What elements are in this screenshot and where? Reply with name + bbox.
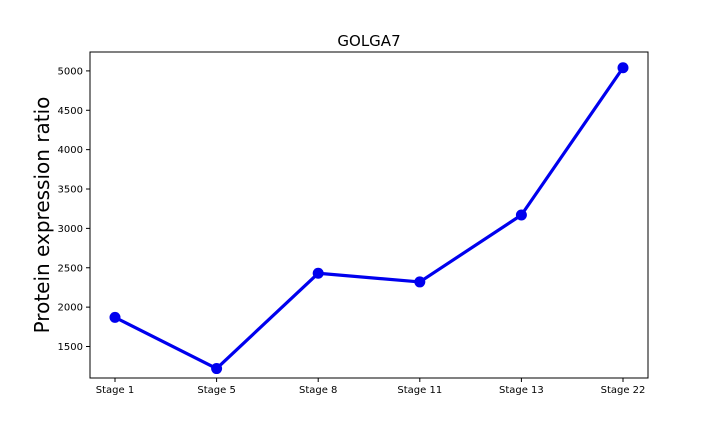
y-tick-label: 4500 bbox=[58, 106, 83, 117]
data-point bbox=[414, 276, 426, 288]
x-tick-label: Stage 22 bbox=[601, 385, 646, 396]
data-point bbox=[109, 311, 121, 323]
y-tick-label: 2500 bbox=[58, 263, 83, 274]
y-tick-label: 1500 bbox=[58, 342, 83, 353]
data-point bbox=[312, 267, 324, 279]
series-layer bbox=[109, 62, 629, 375]
y-tick-label: 3000 bbox=[58, 224, 83, 235]
x-tick-label: Stage 1 bbox=[96, 385, 134, 396]
y-axis: 1500 2000 2500 3000 3500 4000 4500 5000 bbox=[58, 66, 90, 353]
x-tick-label: Stage 5 bbox=[197, 385, 235, 396]
series-line bbox=[114, 66, 625, 371]
y-axis-label: Protein expression ratio bbox=[30, 97, 54, 334]
y-tick-label: 4000 bbox=[58, 145, 83, 156]
x-tick-label: Stage 13 bbox=[499, 385, 544, 396]
x-axis: Stage 1 Stage 5 Stage 8 Stage 11 Stage 13 Sta… bbox=[96, 378, 646, 396]
data-point bbox=[617, 62, 629, 74]
x-tick-label: Stage 8 bbox=[299, 385, 337, 396]
chart-title: GOLGA7 bbox=[337, 32, 400, 50]
data-point bbox=[211, 363, 223, 375]
data-point bbox=[515, 209, 527, 221]
x-tick-label: Stage 11 bbox=[397, 385, 442, 396]
plot-area bbox=[89, 51, 649, 379]
y-tick-label: 3500 bbox=[58, 185, 83, 196]
y-tick-label: 5000 bbox=[58, 66, 83, 77]
y-tick-label: 2000 bbox=[58, 303, 83, 314]
